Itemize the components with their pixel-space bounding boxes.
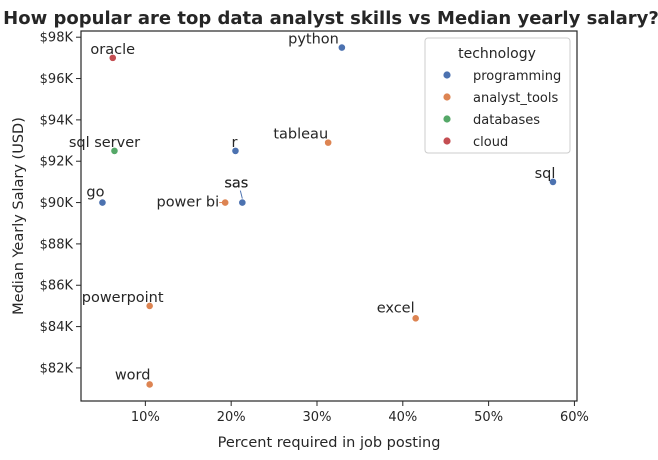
scatter-point xyxy=(549,177,557,186)
x-tick-label: 20% xyxy=(217,410,246,425)
y-tick-label: $94K xyxy=(40,113,74,128)
x-tick-label: 60% xyxy=(560,410,589,425)
scatter-point xyxy=(108,53,117,62)
legend-entries: programming analyst_tools databases cloud xyxy=(443,69,561,150)
scatter-point xyxy=(238,198,247,207)
legend-title: technology xyxy=(458,46,536,62)
legend-marker xyxy=(443,137,451,145)
x-tick-label: 10% xyxy=(131,410,160,425)
point-label: sas xyxy=(224,176,248,192)
point-label: sas xyxy=(224,176,248,192)
x-tick-label: 50% xyxy=(474,410,503,425)
legend-label: databases xyxy=(473,113,540,128)
scatter-point xyxy=(110,146,119,155)
legend-marker xyxy=(443,93,451,101)
y-tick-label: $82K xyxy=(40,361,74,376)
label-connector xyxy=(239,190,243,199)
y-tick-label: $90K xyxy=(40,196,74,211)
y-tick-label: $86K xyxy=(40,279,74,294)
scatter-point xyxy=(98,198,107,207)
legend-label: cloud xyxy=(473,135,508,150)
point-label: tableau xyxy=(273,127,328,143)
legend-label: programming xyxy=(473,69,561,84)
y-tick-label: $88K xyxy=(40,237,74,252)
legend: technology programming analyst_toolsdatab… xyxy=(424,37,571,154)
point-label: excel xyxy=(377,300,415,316)
legend-label: analyst_tools xyxy=(473,91,558,106)
point-label: powerpoint xyxy=(82,290,164,306)
scatter-point xyxy=(231,146,240,155)
axis-ticks: 10% 20% 30% 40% 50% 60% $82K $84K $86K $88K $90K $9… xyxy=(40,31,589,425)
x-axis-label: Percent required in job posting xyxy=(218,435,441,451)
scatter-point xyxy=(145,380,154,389)
point-label: word xyxy=(115,367,151,383)
x-tick-label: 30% xyxy=(303,410,332,425)
y-tick-label: $96K xyxy=(40,72,74,87)
point-label: oracle xyxy=(90,42,135,58)
point-label: power bi xyxy=(156,195,219,211)
x-tick-label: 40% xyxy=(388,410,417,425)
point-label: go xyxy=(86,185,104,201)
scatter-point xyxy=(324,138,333,147)
plot-frame xyxy=(80,30,578,402)
legend-marker xyxy=(443,115,451,123)
scatter-point xyxy=(411,314,420,323)
y-tick-label: $92K xyxy=(40,155,74,170)
legend-marker xyxy=(443,71,451,79)
legend-frame xyxy=(424,37,571,154)
y-tick-label: $84K xyxy=(40,320,74,335)
point-label: sql server xyxy=(69,135,140,151)
scatter-point xyxy=(145,302,154,310)
chart-title: How popular are top data analyst skills … xyxy=(3,8,658,29)
scatter-point xyxy=(337,43,346,52)
point-label: python xyxy=(288,32,339,48)
point-label: r xyxy=(231,135,237,151)
y-tick-label: $98K xyxy=(40,31,74,46)
y-axis-label: Median Yearly Salary (USD) xyxy=(11,117,27,315)
point-label: sql xyxy=(535,166,556,182)
data-points xyxy=(98,43,557,389)
